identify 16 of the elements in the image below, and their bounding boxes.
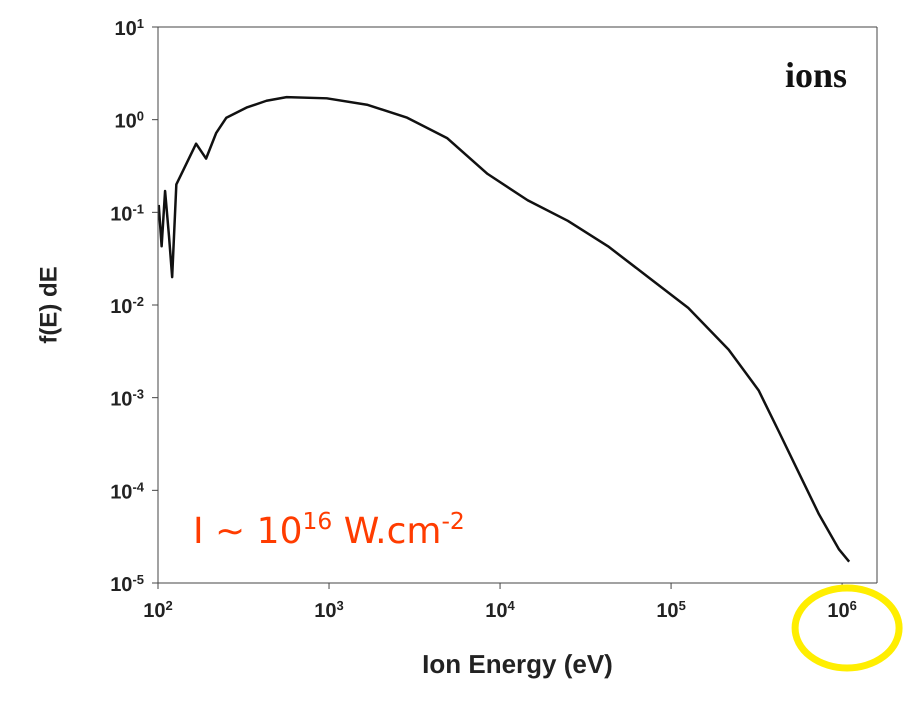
x-tick-label: 10$^{2}$: [143, 598, 173, 622]
y-tick-label: 10$^{-1}$: [110, 200, 144, 226]
y-tick-label: 10$^{-4}$: [110, 478, 145, 504]
x-tick-label: 10$^{5}$: [656, 598, 686, 622]
x-axis-title: Ion Energy (eV): [422, 649, 613, 679]
annotation: ions: [784, 55, 847, 95]
x-tick-label: 10$^{4}$: [485, 598, 516, 622]
y-tick-label: 10$^{-5}$: [110, 572, 144, 596]
y-tick-label: 10$^{-3}$: [110, 386, 144, 411]
y-tick-label: 10$^{1}$: [114, 16, 144, 40]
y-axis-title: f(E) dE: [36, 266, 63, 344]
x-tick-label: 10$^{6}$: [827, 598, 857, 622]
y-tick-label: 10$^{0}$: [114, 108, 144, 133]
annotation: I ~ 10$^{16}$ W.cm$^{-2}$: [193, 507, 465, 552]
x-tick-label: 10$^{3}$: [314, 598, 344, 622]
y-tick-label: 10$^{-2}$: [110, 294, 144, 318]
